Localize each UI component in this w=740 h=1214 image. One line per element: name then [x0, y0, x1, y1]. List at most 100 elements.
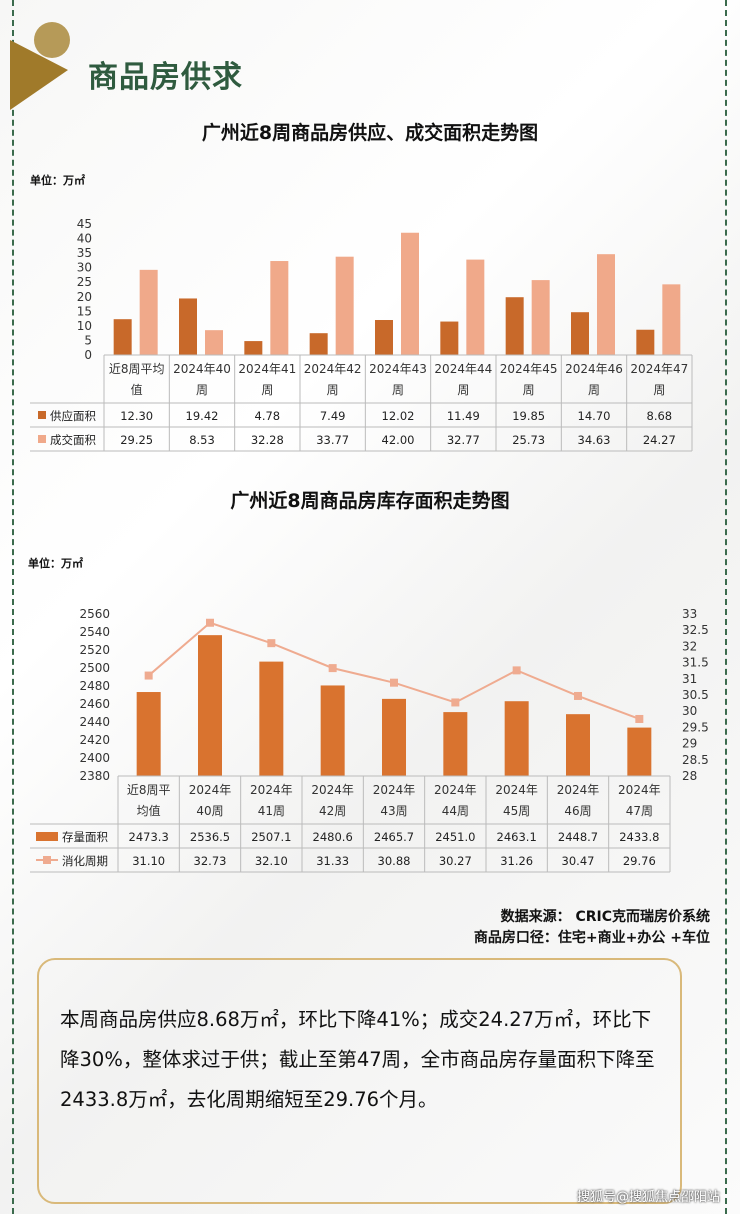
bar-transaction — [466, 259, 485, 355]
data-label: 42.00 — [382, 433, 415, 447]
bar-transaction — [270, 261, 289, 355]
data-label: 8.68 — [647, 409, 673, 423]
section-logo — [10, 22, 70, 110]
x-tick-label: 44周 — [442, 804, 469, 818]
x-tick-label: 2024年 — [250, 783, 293, 797]
x-tick-label: 周 — [327, 383, 339, 397]
bar-transaction — [662, 284, 681, 355]
x-tick-label: 周 — [457, 383, 469, 397]
x-tick-label: 周 — [196, 383, 208, 397]
legend-label: 消化周期 — [62, 854, 108, 868]
point-digestion-cycle — [451, 698, 460, 707]
data-label: 2433.8 — [619, 830, 659, 844]
x-tick-label: 2024年 — [495, 783, 538, 797]
x-tick-label: 2024年42 — [304, 362, 362, 376]
point-digestion-cycle — [267, 639, 276, 648]
y2-tick-label: 29 — [682, 737, 697, 751]
data-label: 2473.3 — [129, 830, 169, 844]
bar-transaction — [597, 254, 615, 355]
data-label: 25.73 — [512, 433, 545, 447]
chart1-unit: 单位：万㎡ — [30, 174, 85, 187]
data-label: 34.63 — [578, 433, 611, 447]
point-digestion-cycle — [144, 671, 153, 680]
data-label: 12.30 — [120, 409, 153, 423]
x-tick-label: 2024年 — [434, 783, 477, 797]
y-tick-label: 10 — [77, 319, 92, 333]
y-tick-label: 45 — [77, 217, 92, 231]
y-tick-label: 2380 — [79, 769, 110, 783]
x-tick-label: 45周 — [503, 804, 530, 818]
bar-inventory — [443, 712, 468, 776]
data-label: 29.76 — [623, 854, 656, 868]
data-label: 7.49 — [320, 409, 346, 423]
x-tick-label: 42周 — [319, 804, 346, 818]
data-label: 2480.6 — [313, 830, 353, 844]
data-label: 33.77 — [316, 433, 349, 447]
x-tick-label: 周 — [588, 383, 600, 397]
inventory-chart: 2380 2400 2420 2440 2460 2480 2500 2520 2540 2560… — [30, 607, 709, 873]
data-label: 32.10 — [255, 854, 288, 868]
x-tick-label: 47周 — [626, 804, 653, 818]
data-label: 31.26 — [500, 854, 533, 868]
x-tick-label: 2024年46 — [565, 362, 623, 376]
x-tick-label: 43周 — [380, 804, 407, 818]
y-tick-label: 30 — [77, 261, 92, 275]
x-tick-label: 2024年45 — [500, 362, 558, 376]
y-tick-label: 40 — [77, 232, 92, 246]
y-tick-label: 2480 — [79, 679, 110, 693]
point-digestion-cycle — [512, 666, 521, 675]
data-label: 24.27 — [643, 433, 676, 447]
data-label: 12.02 — [382, 409, 415, 423]
y-tick-label: 0 — [84, 348, 92, 362]
bar-inventory — [259, 661, 284, 776]
data-label: 4.78 — [255, 409, 281, 423]
bar-supply — [113, 319, 132, 355]
y-tick-label: 2460 — [79, 697, 110, 711]
data-label: 2536.5 — [190, 830, 230, 844]
x-tick-label: 2024年44 — [434, 362, 492, 376]
bar-transaction — [335, 256, 354, 355]
summary-text: 本周商品房供应8.68万㎡，环比下降41%；成交24.27万㎡，环比下降30%，… — [60, 1008, 655, 1111]
bar-inventory — [627, 727, 652, 776]
data-label: 19.85 — [512, 409, 545, 423]
y-tick-label: 35 — [77, 246, 92, 260]
data-label: 30.47 — [562, 854, 595, 868]
point-digestion-cycle — [328, 664, 337, 673]
x-tick-label: 2024年43 — [369, 362, 427, 376]
point-digestion-cycle — [635, 714, 644, 723]
bar-supply — [375, 320, 393, 355]
legend-swatch — [43, 856, 51, 864]
x-tick-label: 2024年 — [618, 783, 661, 797]
point-digestion-cycle — [206, 618, 214, 627]
chart2-unit: 单位：万㎡ — [28, 557, 83, 570]
y-tick-label: 2540 — [79, 625, 110, 639]
y2-tick-label: 28 — [682, 769, 697, 783]
data-label: 2463.1 — [497, 830, 537, 844]
x-tick-label: 2024年40 — [173, 362, 231, 376]
x-tick-label: 近8周平 — [127, 783, 171, 797]
legend-label: 供应面积 — [50, 409, 96, 423]
x-tick-label: 周 — [523, 383, 535, 397]
bar-supply — [309, 333, 328, 355]
point-digestion-cycle — [574, 691, 582, 700]
x-tick-label: 2024年 — [373, 783, 416, 797]
x-tick-label: 2024年 — [557, 783, 600, 797]
x-tick-label: 近8周平均 — [109, 362, 165, 376]
bar-inventory — [382, 698, 406, 776]
data-label: 30.88 — [378, 854, 411, 868]
legend-label: 成交面积 — [50, 433, 96, 447]
data-source: 数据来源： CRIC克而瑞房价系统 — [500, 909, 710, 925]
legend-swatch — [36, 832, 58, 841]
y-tick-label: 20 — [77, 290, 92, 304]
x-tick-label: 周 — [261, 383, 273, 397]
bar-supply — [244, 341, 263, 355]
data-label: 31.10 — [132, 854, 165, 868]
data-label: 2451.0 — [435, 830, 475, 844]
data-label: 2448.7 — [558, 830, 598, 844]
bar-supply — [179, 298, 197, 355]
bar-transaction — [139, 269, 158, 355]
watermark: 搜狐号@搜狐焦点邵阳站 — [576, 1190, 720, 1205]
y2-tick-label: 32 — [682, 639, 697, 653]
data-label: 32.77 — [447, 433, 480, 447]
